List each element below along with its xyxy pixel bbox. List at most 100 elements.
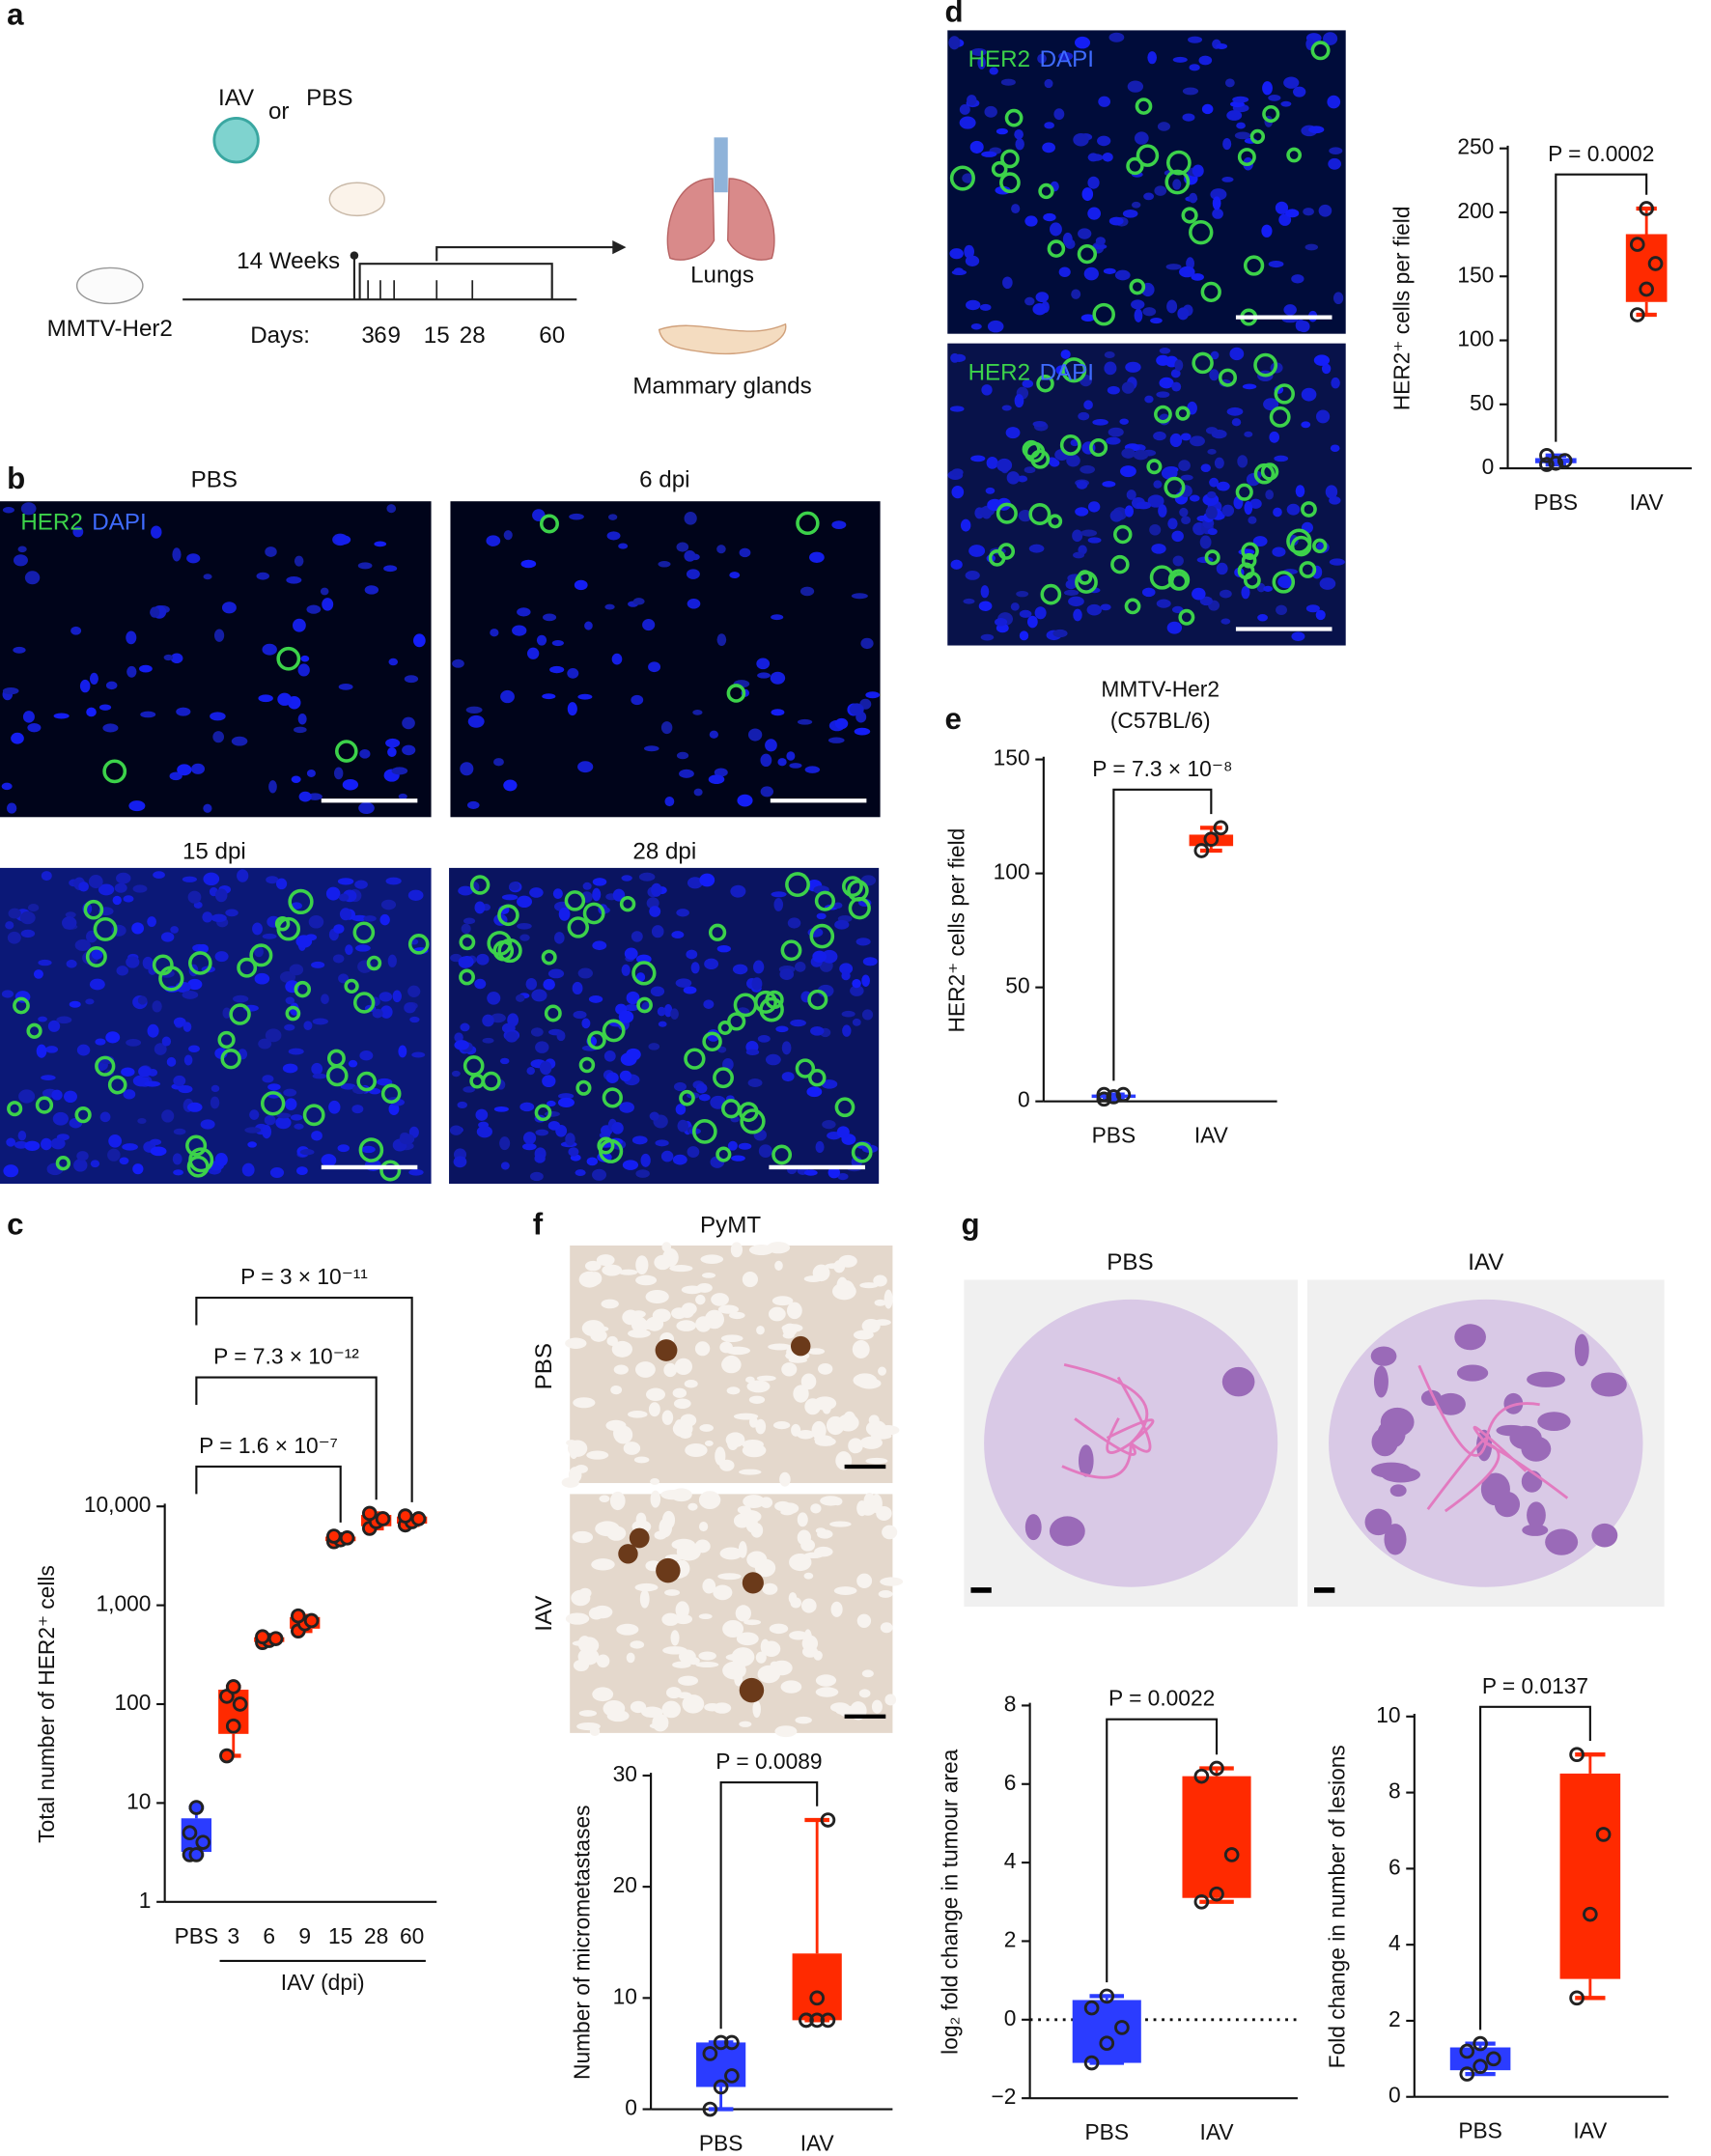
nucleus	[708, 774, 725, 785]
nucleus	[320, 587, 329, 596]
her2-cell	[1135, 98, 1153, 115]
nucleus	[294, 1123, 304, 1130]
nucleus	[1214, 457, 1224, 469]
y-tick-label: 100	[114, 1690, 151, 1715]
alveolus	[565, 1337, 587, 1349]
nucleus	[1332, 292, 1344, 305]
nucleus	[622, 1160, 639, 1170]
nucleus	[821, 949, 838, 964]
nucleus	[72, 526, 84, 538]
nucleus	[454, 1040, 469, 1050]
nucleus	[6, 802, 17, 814]
nucleus	[1179, 507, 1189, 518]
her2-cell	[1113, 524, 1133, 545]
alveolus	[635, 1255, 649, 1274]
nucleus	[529, 1171, 544, 1182]
nucleus	[1, 990, 14, 998]
alveolus	[804, 1398, 822, 1415]
nucleus	[214, 1153, 228, 1167]
data-point	[1099, 1988, 1115, 2004]
alveolus	[661, 1700, 682, 1719]
nucleus	[684, 512, 697, 525]
alveolus	[789, 1631, 808, 1640]
nucleus	[525, 977, 538, 991]
nucleus	[388, 658, 399, 666]
her2-cell	[276, 916, 301, 941]
nucleus	[1073, 551, 1085, 559]
her2-cell	[497, 938, 522, 964]
nucleus	[1305, 604, 1320, 613]
alveolus	[565, 1612, 590, 1625]
data-point	[1473, 2058, 1488, 2075]
nucleus	[1143, 192, 1155, 201]
nucleus	[214, 951, 229, 963]
nucleus	[38, 959, 52, 966]
nucleus	[458, 956, 472, 968]
y-tick-label: 8	[1004, 1691, 1017, 1716]
nucleus	[166, 1056, 177, 1067]
image-title: 15 dpi	[182, 839, 246, 865]
nucleus	[1211, 429, 1227, 439]
nucleus	[461, 923, 471, 935]
her2-cell	[358, 1137, 384, 1162]
nucleus	[542, 693, 556, 700]
nucleus	[1062, 232, 1073, 246]
nucleus	[1080, 464, 1096, 474]
alveolus	[635, 1274, 658, 1286]
nucleus	[732, 964, 748, 975]
stain-label: DAPI	[92, 509, 146, 535]
alveolus	[803, 1629, 813, 1648]
nucleus	[372, 1008, 383, 1019]
alveolus	[566, 1440, 577, 1446]
nucleus	[546, 1100, 556, 1106]
nucleus	[625, 1003, 639, 1012]
nucleus	[1283, 304, 1297, 316]
nucleus	[1159, 348, 1171, 354]
her2-cell	[35, 1096, 54, 1114]
nucleus	[66, 959, 77, 968]
alveolus	[829, 1702, 850, 1713]
her2-cell	[602, 1019, 626, 1043]
y-tick-label: 0	[625, 2095, 637, 2120]
nucleus	[1293, 86, 1306, 98]
alveolus	[768, 1306, 786, 1322]
nucleus	[1066, 454, 1080, 467]
nucleus	[76, 1044, 91, 1056]
nucleus	[1263, 398, 1279, 411]
box	[792, 1953, 842, 2021]
nucleus	[833, 902, 843, 910]
nucleus	[765, 1053, 781, 1066]
nucleus	[45, 1046, 59, 1053]
nucleus	[632, 598, 645, 605]
her2-cell	[186, 1155, 210, 1178]
nucleus	[1052, 629, 1068, 638]
nucleus	[241, 1162, 255, 1177]
data-point	[702, 2101, 718, 2117]
nucleus	[1231, 418, 1242, 427]
nucleus	[112, 895, 122, 906]
nucleus	[1189, 192, 1198, 204]
nucleus	[1329, 496, 1341, 505]
nucleus	[1188, 36, 1203, 43]
her2-cell	[809, 923, 835, 949]
nucleus	[1120, 465, 1136, 478]
nucleus	[451, 1070, 461, 1078]
nucleus	[695, 1082, 708, 1094]
nucleus	[531, 989, 547, 1002]
nucleus	[821, 1079, 838, 1089]
nucleus	[182, 991, 199, 999]
nucleus	[515, 994, 525, 1002]
nucleus	[756, 658, 771, 670]
her2-cell	[991, 160, 1008, 178]
nucleus	[1, 782, 13, 791]
nucleus	[285, 996, 295, 1005]
nucleus	[1103, 267, 1116, 274]
nucleus	[137, 995, 148, 1005]
alveolus	[884, 1289, 893, 1309]
panel-label: d	[944, 0, 963, 29]
alveolus	[726, 1386, 741, 1395]
nucleus	[407, 889, 424, 901]
nucleus	[161, 1036, 172, 1047]
nucleus	[47, 1020, 61, 1032]
nucleus	[374, 541, 387, 547]
